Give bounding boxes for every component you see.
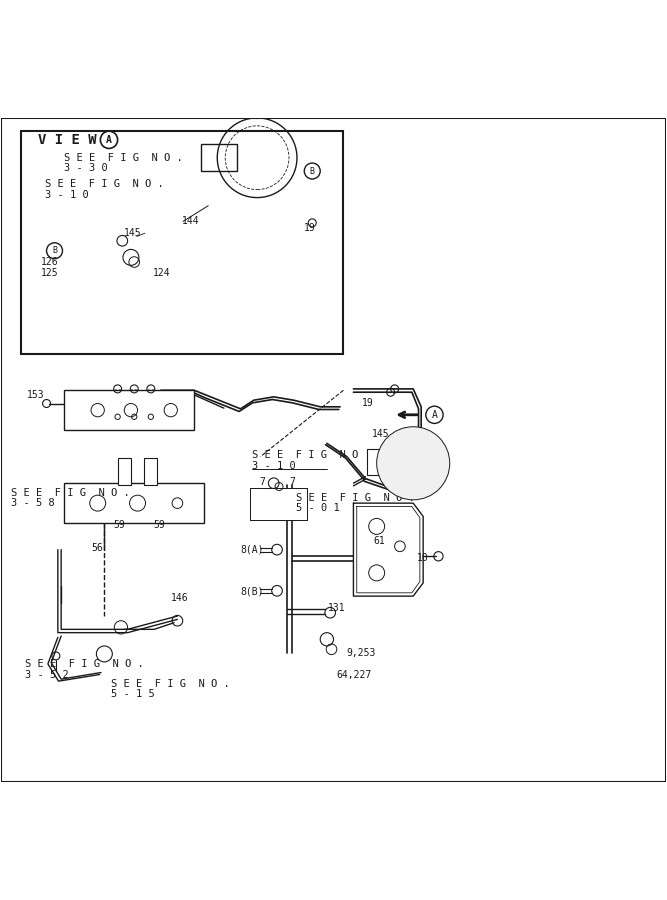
Text: 61: 61 (374, 536, 385, 546)
Text: 8(B): 8(B) (241, 586, 264, 596)
Text: 124: 124 (153, 268, 171, 278)
Text: S E E  F I G  N O .: S E E F I G N O . (296, 493, 415, 503)
Bar (117, 458, 131, 484)
Bar (21, 131, 344, 354)
Bar (251, 488, 307, 519)
Bar (65, 483, 204, 523)
Text: 145: 145 (372, 428, 389, 438)
Text: 8(A): 8(A) (241, 545, 264, 555)
Text: 19: 19 (362, 398, 374, 409)
Text: A: A (106, 135, 112, 145)
Text: 144: 144 (182, 216, 199, 226)
Text: V I E W: V I E W (38, 133, 97, 147)
Text: 7: 7 (289, 476, 295, 487)
Text: 145: 145 (124, 228, 142, 238)
Bar (65, 391, 194, 430)
Text: 3 - 5 8: 3 - 5 8 (11, 498, 55, 508)
Text: 10: 10 (417, 553, 429, 562)
Text: 19: 19 (303, 223, 315, 233)
Text: 5 - 0 1: 5 - 0 1 (296, 503, 340, 514)
Text: 64,227: 64,227 (337, 670, 372, 680)
Text: S E E  F I G  N O .: S E E F I G N O . (11, 488, 130, 498)
Text: S E E  F I G  N O .: S E E F I G N O . (45, 179, 163, 189)
Text: 125: 125 (41, 268, 59, 278)
Text: 7: 7 (259, 477, 265, 487)
Circle shape (377, 427, 450, 500)
Text: 3 - 1 0: 3 - 1 0 (253, 461, 296, 471)
Text: S E E  F I G  N O .: S E E F I G N O . (25, 659, 143, 669)
Text: B: B (52, 247, 57, 256)
Text: 9,253: 9,253 (347, 648, 376, 658)
Text: 131: 131 (328, 603, 346, 613)
Text: 3 - 5 2: 3 - 5 2 (25, 670, 69, 680)
Bar (201, 145, 237, 171)
Text: 3 - 3 0: 3 - 3 0 (65, 164, 108, 174)
Text: 146: 146 (171, 593, 188, 603)
Text: B: B (309, 166, 315, 176)
Text: 153: 153 (27, 391, 44, 401)
Text: 3 - 1 0: 3 - 1 0 (45, 190, 88, 200)
Text: 56: 56 (91, 543, 103, 553)
Bar (144, 458, 157, 484)
Text: 5 - 1 5: 5 - 1 5 (111, 689, 155, 699)
Text: A: A (432, 410, 438, 419)
Text: S E E  F I G  N O .: S E E F I G N O . (111, 679, 229, 688)
Text: 59: 59 (153, 520, 165, 530)
Bar (367, 449, 407, 475)
Text: S E E  F I G  N O .: S E E F I G N O . (253, 450, 372, 460)
Text: 59: 59 (113, 520, 125, 530)
Text: S E E  F I G  N O .: S E E F I G N O . (65, 153, 183, 163)
Text: 126: 126 (41, 257, 59, 267)
Bar (251, 488, 307, 519)
